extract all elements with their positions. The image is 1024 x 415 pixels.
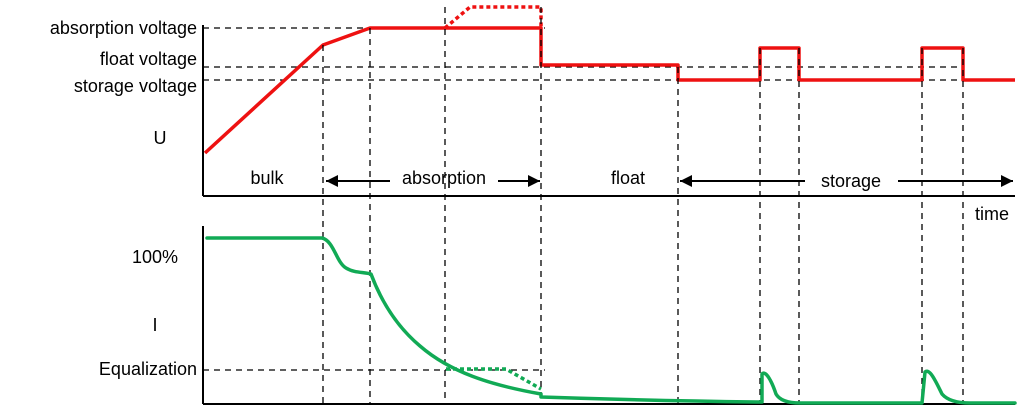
voltage-curve-alt-dotted bbox=[443, 5, 543, 30]
current-panel: 100% I Equalization bbox=[99, 226, 1017, 405]
current-axis-label: I bbox=[152, 315, 157, 335]
absorption-phase-arrow bbox=[326, 175, 540, 187]
phase-bulk-label: bulk bbox=[250, 168, 284, 188]
current-curve-alt-dotted bbox=[446, 367, 542, 391]
time-axis-label: time bbox=[975, 204, 1009, 224]
phase-absorption-label: absorption bbox=[402, 168, 486, 188]
phase-storage-label: storage bbox=[821, 171, 881, 191]
storage-voltage-label: storage voltage bbox=[74, 76, 197, 96]
equalization-label: Equalization bbox=[99, 359, 197, 379]
current-100-label: 100% bbox=[132, 247, 178, 267]
absorption-voltage-label: absorption voltage bbox=[50, 18, 197, 38]
phase-float-label: float bbox=[611, 168, 645, 188]
float-voltage-label: float voltage bbox=[100, 49, 197, 69]
current-curve bbox=[205, 236, 1017, 405]
phase-boundary-guides bbox=[322, 7, 964, 403]
voltage-panel: absorption voltage float voltage storage… bbox=[50, 5, 1015, 224]
voltage-curve bbox=[203, 26, 1015, 155]
storage-phase-arrow bbox=[680, 175, 1013, 187]
voltage-axis-label: U bbox=[154, 128, 167, 148]
